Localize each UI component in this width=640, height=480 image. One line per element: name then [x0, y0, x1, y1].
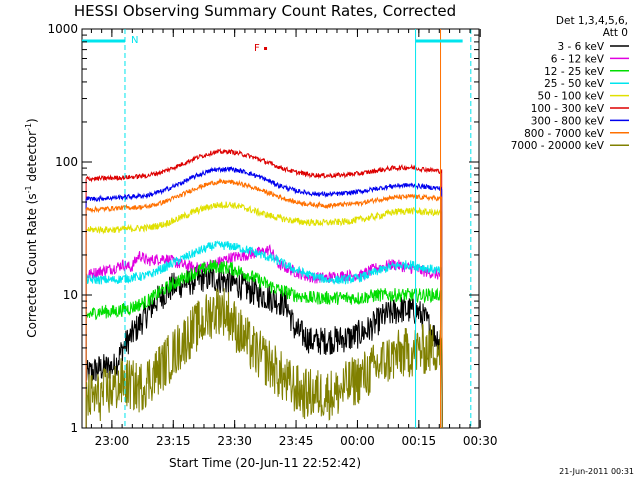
axes-layer: 23:00 23:15 23:30 23:45 00:00 00:15 00:30 1 10 10…	[47, 22, 497, 448]
y-axis-label: Corrected Count Rate (s-1 detector-1)	[24, 118, 39, 337]
chart-title: HESSI Observing Summary Count Rates, Cor…	[74, 2, 456, 20]
legend-header-line-1: Det 1,3,4,5,6,	[556, 15, 628, 27]
plot-frame	[81, 28, 480, 429]
legend-label-25-50-kev: 25 - 50 keV	[544, 78, 605, 90]
x-axis-label: Start Time (20-Jun-11 22:52:42)	[169, 456, 361, 470]
x-tick-label: 23:15	[156, 434, 191, 448]
y-tick-label: 100	[55, 155, 78, 169]
y-tick-label: 1000	[47, 22, 78, 36]
overlay-layer: NF	[82, 29, 472, 428]
x-tick-label: 00:00	[340, 434, 375, 448]
series-line-800-7000-kev	[85, 178, 443, 429]
traces-layer	[85, 148, 443, 429]
legend-label-800-7000-kev: 800 - 7000 keV	[524, 128, 605, 140]
legend-label-7000-20000-kev: 7000 - 20000 keV	[511, 140, 605, 152]
flare-marker	[264, 47, 268, 50]
legend-label-50-100-kev: 50 - 100 keV	[537, 91, 604, 103]
x-tick-label: 23:30	[217, 434, 252, 448]
series-line-25-50-kev	[85, 240, 443, 429]
legend-label-12-25-kev: 12 - 25 keV	[544, 66, 605, 78]
legend-label-6-12-kev: 6 - 12 keV	[551, 53, 605, 65]
x-tick-label: 23:00	[95, 434, 130, 448]
footer-timestamp: 21-Jun-2011 00:31	[559, 467, 634, 476]
legend-header-line-2: Att 0	[603, 27, 628, 39]
annotation-n: N	[131, 35, 138, 46]
annotation-f: F	[254, 43, 260, 54]
x-tick-label: 00:15	[402, 434, 437, 448]
legend-label-300-800-kev: 300 - 800 keV	[531, 115, 605, 127]
y-tick-label: 10	[63, 288, 78, 302]
series-line-300-800-kev	[85, 166, 443, 429]
x-tick-label: 00:30	[463, 434, 498, 448]
series-line-7000-20000-kev	[85, 288, 443, 429]
legend-label-100-300-kev: 100 - 300 keV	[531, 103, 605, 115]
x-tick-label: 23:45	[279, 434, 314, 448]
legend-label-3-6-kev: 3 - 6 keV	[557, 41, 604, 53]
series-line-100-300-kev	[85, 148, 443, 429]
y-tick-label: 1	[70, 421, 78, 435]
series-line-12-25-kev	[85, 260, 443, 429]
series-line-50-100-kev	[86, 201, 443, 429]
